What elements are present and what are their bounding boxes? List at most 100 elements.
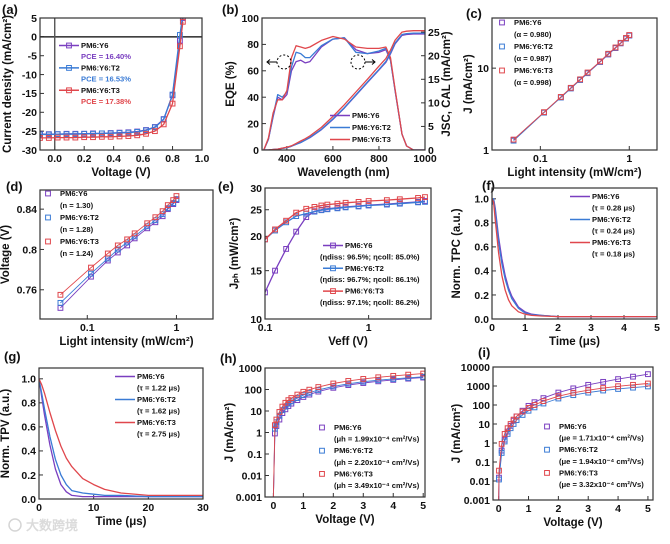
legend-note: (α = 0.987) <box>514 54 552 63</box>
legend-entry: PM6:Y6:T2 (α = 0.987) <box>499 42 553 63</box>
legend-label: PM6:Y6 <box>81 41 108 50</box>
legend-entry: PM6:Y6 PCE = 16.40% <box>59 41 131 61</box>
legend-label: PM6:Y6:T3 <box>514 66 553 75</box>
data-point <box>160 121 167 128</box>
legend-marker <box>66 65 72 71</box>
legend-marker <box>499 19 505 26</box>
series-line-pm6-y6-t3 <box>263 35 425 150</box>
y-tick-label: 0.8 <box>474 218 489 230</box>
x-tick-label: 600 <box>324 153 342 165</box>
data-point <box>131 233 138 240</box>
x-tick-label: 30 <box>197 502 209 514</box>
data-point <box>279 403 286 410</box>
data-point <box>615 383 621 390</box>
data-point <box>504 425 511 432</box>
x-tick-label: 0.4 <box>106 153 121 165</box>
data-point <box>288 395 295 401</box>
legend-note: (μh = 1.99x10⁻⁴ cm²/Vs) <box>334 435 420 444</box>
x-tick-label: 1 <box>174 322 180 334</box>
x-tick-label: 2 <box>555 503 561 515</box>
data-point <box>334 200 341 207</box>
x-tick-label: 2 <box>555 322 561 334</box>
legend-label: PM6:Y6 <box>514 18 541 27</box>
y-tick-label: 5 <box>31 13 37 25</box>
data-point <box>513 413 520 420</box>
series-line-pm6-y6-t2 <box>513 35 630 142</box>
watermark-text: 大数跨境 <box>26 518 78 534</box>
legend-label: PM6:Y6:T2 <box>559 445 598 454</box>
x-tick-label: 0 <box>496 503 502 515</box>
data-point <box>152 214 159 221</box>
data-point <box>375 374 382 381</box>
data-point <box>107 133 114 140</box>
legend-label: PM6:Y6 <box>60 189 87 198</box>
series-group <box>39 378 203 498</box>
legend-note: (τ = 0.28 μs) <box>592 204 635 213</box>
x-tick-label: 4 <box>615 503 621 515</box>
data-point <box>276 409 283 415</box>
data-point <box>303 205 310 212</box>
series-line-pm6-y6-t2 <box>40 18 184 136</box>
data-point <box>124 236 131 243</box>
legend-label: PM6:Y6:T3 <box>137 418 176 427</box>
series-group <box>57 193 180 311</box>
legend-label: PM6:Y6 <box>352 111 379 120</box>
legend-label: PM6:Y6:T3 <box>334 469 373 478</box>
x-tick-label: 0.2 <box>77 153 92 165</box>
legend-entry: PM6:Y6 (μh = 1.99x10⁻⁴ cm²/Vs) <box>319 423 420 444</box>
data-point <box>107 130 114 137</box>
legend-note: (τ = 1.22 μs) <box>137 384 180 393</box>
x-axis-label: Light intensity (mW/cm²) <box>59 336 193 348</box>
plot-frame <box>491 187 658 320</box>
data-point <box>605 50 612 57</box>
data-point <box>504 431 511 437</box>
data-point <box>540 395 547 402</box>
data-point <box>283 246 290 252</box>
series-line-pm6-y6-t2 <box>39 378 203 498</box>
data-point <box>45 131 52 138</box>
data-point <box>169 100 176 107</box>
legend-note: (ηdiss: 96.5%; ηcoll: 85.0%) <box>320 252 420 261</box>
data-point <box>57 299 64 306</box>
x-axis-label: Veff (V) <box>328 336 368 348</box>
x-tick-label: 3 <box>360 500 366 512</box>
right-arrow-icon <box>365 59 376 65</box>
data-point <box>600 378 607 385</box>
y-tick-label: 0.0 <box>21 494 36 506</box>
panel-label: (e) <box>218 179 234 194</box>
data-point <box>271 422 278 429</box>
x-axis-label: Light intensity (mW/cm²) <box>507 167 641 179</box>
data-point <box>57 291 64 298</box>
y2-axis-label: JSC, CAL (mA/cm²) <box>441 31 453 136</box>
legend-entry: PM6:Y6 (ηdiss: 96.5%; ηcoll: 85.0%) <box>320 241 420 261</box>
y-axis-label: Norm. TPV (a.u.) <box>0 389 12 479</box>
y2-tick-label: 10 <box>428 98 440 110</box>
legend-note: PCE = 16.53% <box>81 75 131 84</box>
data-point <box>365 198 372 204</box>
left-arrow-icon <box>266 59 277 65</box>
plot-frame <box>264 187 432 320</box>
plot-frame <box>491 17 658 151</box>
data-point <box>615 376 621 383</box>
data-point <box>519 412 526 418</box>
legend-label: PM6:Y6:T2 <box>345 264 384 273</box>
plot-frame <box>38 367 204 500</box>
data-point <box>496 467 502 474</box>
legend-label: PM6:Y6:T2 <box>60 213 99 222</box>
y-tick-label: 100 <box>472 400 490 412</box>
x-tick-label: 1 <box>526 503 532 515</box>
data-point <box>306 389 313 396</box>
y-tick-label: 1 <box>483 145 489 157</box>
legend-entry: PM6:Y6:T2 (ηdiss: 96.7%; ηcoll: 86.1%) <box>320 264 420 284</box>
series-line-pm6-y6 <box>263 37 425 150</box>
series-line-pm6-y6-t2 <box>265 201 426 240</box>
data-point <box>90 134 96 141</box>
data-point <box>405 371 412 378</box>
data-point <box>557 94 564 100</box>
y-tick-label: -30 <box>22 145 37 157</box>
series-line-pm6-y6-t3 <box>39 378 203 497</box>
legend-marker <box>330 242 336 249</box>
data-point <box>415 195 421 201</box>
legend-note: (μh = 2.20x10⁻⁴ cm²/Vs) <box>334 458 420 467</box>
data-point <box>567 84 574 91</box>
